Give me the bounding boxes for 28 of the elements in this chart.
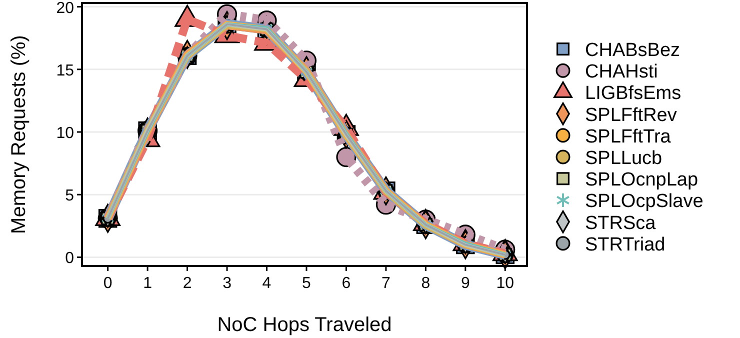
legend-label: STRTriad [585, 234, 666, 256]
legend-label: CHAHsti [585, 62, 658, 83]
x-tick-label: 4 [262, 275, 272, 292]
x-tick-label: 6 [342, 275, 351, 292]
x-axis-title: NoC Hops Traveled [217, 314, 392, 336]
legend-label: LIGBfsEms [585, 83, 682, 104]
x-tick-label: 5 [302, 275, 312, 292]
y-tick-label: 10 [56, 124, 74, 142]
legend-label: SPLFftRev [585, 104, 678, 126]
legend-label: CHABsBez [585, 40, 680, 61]
legend-label: STRSca [585, 212, 656, 234]
y-axis-title: Memory Requests (%) [8, 35, 30, 234]
x-tick-label: 2 [182, 275, 192, 292]
legend-label: SPLOcpSlave [585, 191, 704, 212]
x-tick-label: 10 [496, 275, 514, 292]
x-tick-label: 1 [143, 275, 152, 292]
legend-label: SPLFftTra [585, 126, 672, 148]
legend-label: SPLOcnpLap [585, 170, 698, 191]
y-tick-label: 5 [65, 188, 74, 205]
x-tick-label: 8 [421, 275, 430, 292]
x-tick-label: 7 [382, 275, 390, 292]
y-tick-label: 15 [56, 62, 74, 80]
y-tick-label: 0 [65, 250, 74, 268]
y-tick-label: 20 [56, 0, 74, 17]
x-tick-label: 3 [222, 275, 232, 292]
legend-label: SPLLucb [585, 148, 662, 169]
x-tick-label: 0 [103, 275, 112, 292]
x-tick-label: 9 [460, 275, 470, 292]
